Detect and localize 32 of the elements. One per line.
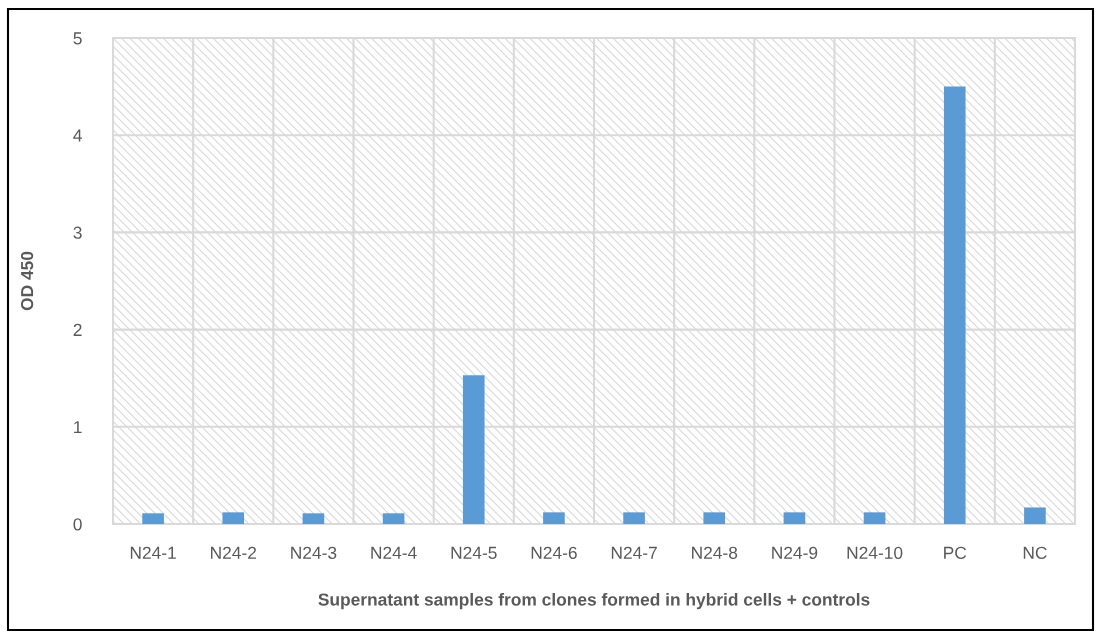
- bar: [623, 512, 645, 524]
- x-tick-label: N24-8: [692, 546, 738, 559]
- x-tick-label: N24-4: [371, 546, 417, 559]
- x-tick-label: N24-5: [451, 546, 497, 559]
- x-tick-label: NC: [1023, 546, 1047, 559]
- bar: [302, 513, 325, 524]
- bar: [142, 513, 164, 524]
- bar: [863, 512, 886, 524]
- y-axis-title: OD 450: [20, 251, 34, 311]
- bar: [382, 513, 405, 524]
- bar: [543, 512, 565, 524]
- x-tick-label: PC: [944, 546, 967, 559]
- y-tick-label: 0: [73, 518, 82, 531]
- x-tick-label: N24-2: [211, 546, 257, 559]
- bar: [783, 512, 806, 524]
- x-tick-label: N24-9: [772, 546, 818, 559]
- y-tick-label: 4: [73, 129, 82, 142]
- x-axis-title: Supernatant samples from clones formed in hybrid cells + controls: [318, 592, 870, 610]
- bar: [1024, 507, 1046, 524]
- y-tick-label: 2: [73, 323, 82, 336]
- bar: [462, 375, 485, 524]
- bar: [703, 512, 726, 524]
- x-tick-label: N24-7: [611, 546, 657, 559]
- bar: [222, 512, 245, 524]
- x-tick-label: N24-1: [130, 546, 176, 559]
- x-tick-label: N24-3: [291, 546, 337, 559]
- y-tick-label: 3: [73, 226, 82, 239]
- x-tick-label: N24-10: [847, 546, 903, 559]
- y-tick-label: 5: [73, 32, 82, 45]
- y-tick-label: 1: [74, 421, 82, 434]
- bar: [943, 86, 966, 524]
- x-tick-label: N24-6: [531, 546, 577, 559]
